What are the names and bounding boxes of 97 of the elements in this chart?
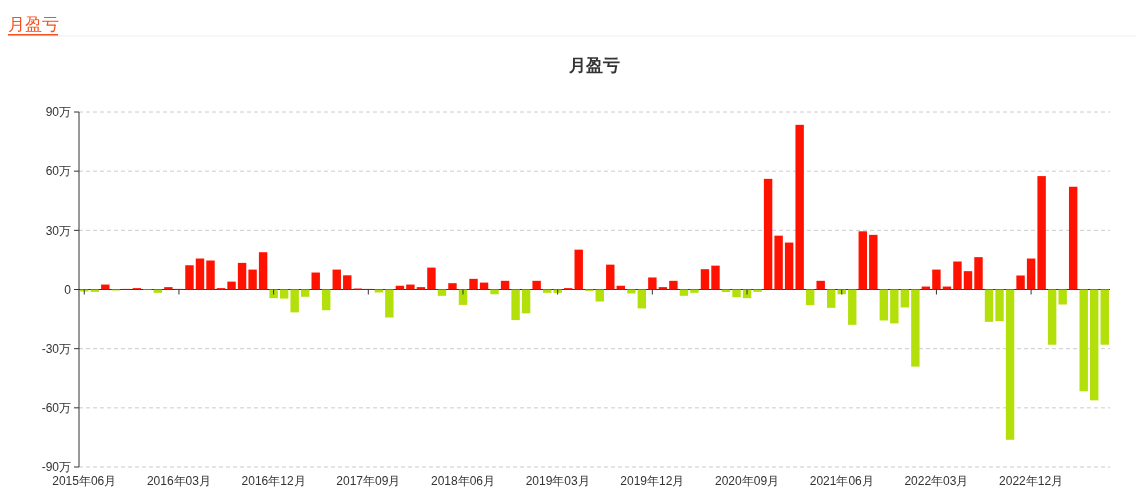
bar <box>1005 289 1015 440</box>
bar <box>227 281 236 290</box>
x-tick-label: 2018年06月 <box>430 474 496 488</box>
bar <box>911 289 920 367</box>
bar <box>637 289 647 309</box>
y-tick-label: 90万 <box>45 105 71 120</box>
bar <box>500 280 510 290</box>
bar <box>406 284 415 290</box>
bar <box>521 289 531 314</box>
x-tick-label: 2022年12月 <box>999 474 1064 488</box>
bar <box>1079 289 1088 392</box>
bar <box>963 271 973 290</box>
bar <box>606 264 615 290</box>
bar <box>711 265 720 290</box>
bar <box>1047 289 1057 345</box>
bar <box>1090 289 1099 401</box>
y-tick-label: 30万 <box>45 223 71 238</box>
chart-title: 月盈亏 <box>568 56 620 75</box>
y-tick-label: 60万 <box>45 164 71 179</box>
bar <box>690 289 699 293</box>
bar <box>416 287 426 290</box>
bar <box>511 289 520 321</box>
bar <box>258 252 268 290</box>
x-tick-label: 2019年03月 <box>525 474 590 488</box>
bar <box>995 289 1004 322</box>
bar <box>1037 176 1046 290</box>
bar <box>206 260 215 290</box>
x-tick-label: 2015年06月 <box>52 474 117 488</box>
bar <box>753 289 762 292</box>
bar <box>290 289 299 313</box>
y-tick-label: -60万 <box>41 401 71 416</box>
bar <box>279 289 289 299</box>
bar <box>732 289 741 298</box>
bar <box>248 269 257 290</box>
bar <box>805 289 815 306</box>
bar <box>427 267 436 290</box>
bar <box>437 289 447 296</box>
bar <box>479 282 489 290</box>
bar <box>532 280 541 290</box>
bar <box>332 269 341 290</box>
bar <box>953 261 962 290</box>
bar <box>195 258 205 290</box>
bar <box>763 178 773 290</box>
bar <box>322 289 331 311</box>
bar <box>1058 289 1067 305</box>
bar <box>574 249 583 290</box>
bar <box>1016 275 1025 290</box>
bar <box>1068 186 1078 290</box>
x-tick-label: 2021年06月 <box>809 474 874 488</box>
bar <box>974 257 983 290</box>
bar <box>448 283 457 290</box>
bar <box>900 289 910 308</box>
text: 月盈亏 <box>8 15 59 34</box>
bar <box>185 265 194 290</box>
x-tick-label: 2020年09月 <box>715 474 780 488</box>
bar <box>237 262 247 290</box>
bar <box>879 289 889 321</box>
bar <box>648 277 657 290</box>
bar <box>700 269 710 290</box>
x-tick-label: 2016年03月 <box>146 474 211 488</box>
bar <box>395 285 405 290</box>
bar <box>921 286 931 290</box>
bar <box>385 289 394 318</box>
bar <box>1026 258 1036 290</box>
bar <box>679 289 689 296</box>
y-tick-label: -90万 <box>41 460 71 475</box>
bar <box>469 278 478 290</box>
x-tick-label: 2022年03月 <box>904 474 969 488</box>
bar <box>658 287 668 290</box>
y-tick-label: 0 <box>64 282 72 297</box>
bar <box>869 234 878 290</box>
bar <box>816 280 825 290</box>
bar <box>164 287 173 290</box>
x-tick-label: 2016年12月 <box>241 474 306 488</box>
bar <box>942 286 952 290</box>
bar <box>984 289 994 322</box>
x-tick-label: 2019年12月 <box>620 474 685 488</box>
bar <box>784 242 794 290</box>
bar <box>1100 289 1109 345</box>
x-tick-label: 2017年09月 <box>336 474 401 488</box>
bar <box>616 285 626 290</box>
bar <box>269 289 278 299</box>
bar <box>595 289 604 302</box>
bar <box>101 284 110 290</box>
bar <box>848 289 857 325</box>
y-tick-label: -30万 <box>41 341 71 356</box>
bar <box>311 272 320 290</box>
bar <box>795 124 804 290</box>
bar <box>343 275 352 290</box>
bar <box>932 269 941 290</box>
bar <box>300 289 310 297</box>
bar <box>858 231 867 290</box>
bar <box>774 235 783 290</box>
bar <box>827 289 836 308</box>
bar <box>490 289 499 295</box>
bar <box>890 289 899 324</box>
bar <box>669 280 678 290</box>
